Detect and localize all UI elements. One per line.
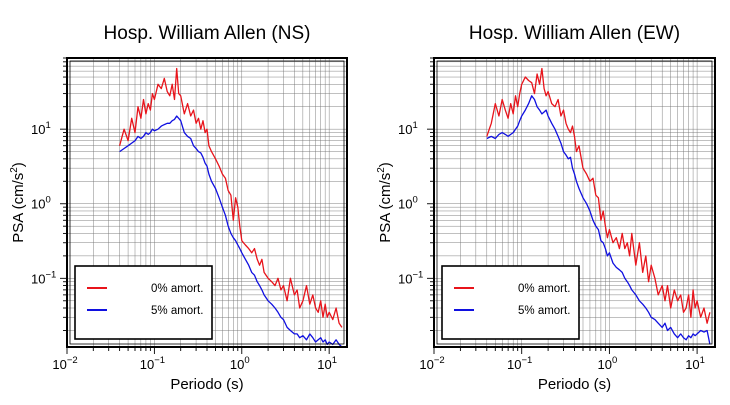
legend: 0% amort. 5% amort. xyxy=(441,265,580,340)
tick-label-x: 10−1 xyxy=(507,355,532,372)
tick-label-y-base: 10 xyxy=(31,197,45,212)
series-group xyxy=(118,67,343,347)
tick-label-x-base: 10 xyxy=(419,357,433,372)
series-line-5pct-amort xyxy=(486,95,711,345)
tick-label-y: 100 xyxy=(398,195,418,212)
y-axis-label-sup: 2 xyxy=(9,167,20,173)
series-line-0pct-amort xyxy=(486,67,711,324)
plot-frame-inner xyxy=(69,60,345,345)
y-axis-label-main: PSA (cm/s xyxy=(10,173,27,243)
x-axis-label: Periodo (s) xyxy=(170,376,243,393)
tick-label-x-exp: 1 xyxy=(700,355,705,366)
tick-label-y-exp: 0 xyxy=(45,195,50,206)
tick-label-x-exp: 0 xyxy=(244,355,249,366)
tick-label-y-base: 10 xyxy=(31,271,45,286)
chart-title: Hosp. William Allen (NS) xyxy=(104,23,311,44)
tick-label-y-base: 10 xyxy=(398,197,412,212)
tick-label-x-exp: 1 xyxy=(332,355,337,366)
y-axis-label-sup: 2 xyxy=(376,167,387,173)
tick-label-y-base: 10 xyxy=(398,271,412,286)
tick-label-x-base: 10 xyxy=(598,357,612,372)
tick-label-x-base: 10 xyxy=(140,357,154,372)
chart-title: Hosp. William Allen (EW) xyxy=(469,23,680,44)
tick-label-y: 101 xyxy=(398,120,418,137)
tick-label-x-exp: −2 xyxy=(434,355,445,366)
tick-label-y-exp: 0 xyxy=(412,195,417,206)
tick-label-x-exp: −1 xyxy=(522,355,533,366)
chart-panel-ns: Hosp. William Allen (NS)10−2 10−1 100 10110… xyxy=(9,23,348,393)
tick-label-x-base: 10 xyxy=(317,357,331,372)
tick-label-x: 100 xyxy=(598,355,618,372)
tick-label-x: 10−2 xyxy=(419,355,444,372)
legend-box xyxy=(441,265,580,340)
tick-label-x-base: 10 xyxy=(52,357,66,372)
tick-label-x-exp: −1 xyxy=(154,355,165,366)
tick-label-x-base: 10 xyxy=(685,357,699,372)
y-axis-label-end: ) xyxy=(377,162,394,167)
x-axis-label: Periodo (s) xyxy=(538,376,611,393)
series-line-0pct-amort xyxy=(118,67,343,328)
tick-label-y: 10−1 xyxy=(398,269,423,286)
y-axis-label-end: ) xyxy=(10,162,27,167)
legend: 0% amort. 5% amort. xyxy=(74,265,213,340)
ticks xyxy=(427,57,698,354)
y-axis-label-main: PSA (cm/s xyxy=(377,173,394,243)
tick-label-x-base: 10 xyxy=(230,357,244,372)
legend-label: 0% amort. xyxy=(151,283,203,295)
tick-label-x-exp: 0 xyxy=(612,355,617,366)
tick-label-y-exp: 1 xyxy=(412,120,417,131)
legend-label: 5% amort. xyxy=(518,305,570,317)
tick-label-x-base: 10 xyxy=(507,357,521,372)
y-axis-label: PSA (cm/s2) xyxy=(9,162,27,243)
tick-label-x: 10−2 xyxy=(52,355,77,372)
tick-label-y-base: 10 xyxy=(31,122,45,137)
tick-label-y: 10−1 xyxy=(31,269,56,286)
tick-label-x: 101 xyxy=(317,355,337,372)
tick-label-x: 10−1 xyxy=(140,355,165,372)
tick-label-y-exp: −1 xyxy=(412,269,423,280)
tick-label-y-base: 10 xyxy=(398,122,412,137)
tick-label-x: 100 xyxy=(230,355,250,372)
series-line-5pct-amort xyxy=(119,115,343,347)
tick-label-y-exp: −1 xyxy=(45,269,56,280)
plot-frame-inner xyxy=(436,60,713,345)
legend-box xyxy=(74,265,213,340)
legend-label: 5% amort. xyxy=(151,305,203,317)
legend-label: 0% amort. xyxy=(518,283,570,295)
tick-label-x-exp: −2 xyxy=(67,355,78,366)
series-group xyxy=(486,67,711,345)
tick-label-y-exp: 1 xyxy=(45,120,50,131)
ticks xyxy=(60,57,330,354)
chart-panel-ew: Hosp. William Allen (EW)10−2 10−1 100 10110… xyxy=(376,23,716,393)
tick-label-y: 100 xyxy=(31,195,51,212)
y-axis-label: PSA (cm/s2) xyxy=(376,162,394,243)
tick-label-x: 101 xyxy=(685,355,705,372)
tick-label-y: 101 xyxy=(31,120,51,137)
